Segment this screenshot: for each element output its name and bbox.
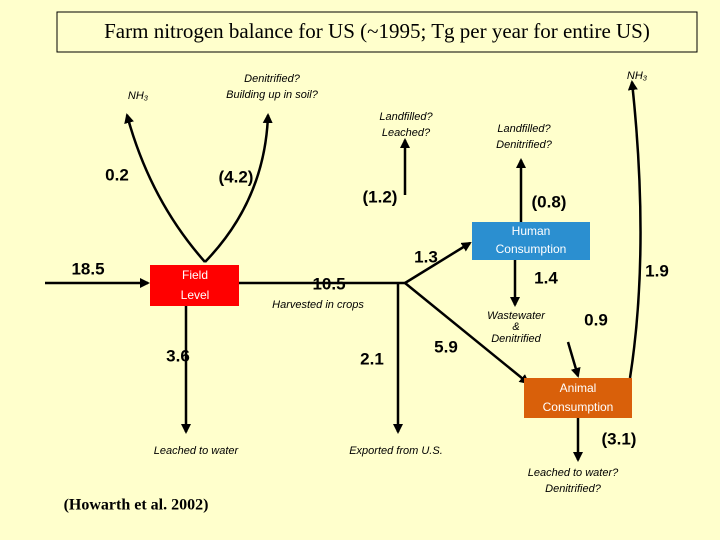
flow-value: 5.9 xyxy=(434,337,458,356)
arrow xyxy=(204,113,273,263)
label: Denitrified? xyxy=(244,73,301,85)
label: NH₃ xyxy=(128,90,149,102)
label: Wastewater xyxy=(487,310,546,322)
label: Landfilled? xyxy=(379,111,433,123)
node-label: Human xyxy=(512,224,551,238)
label: Leached to water xyxy=(154,445,240,457)
node-label: Consumption xyxy=(496,242,567,256)
node-label: Level xyxy=(181,288,210,302)
flow-value: 1.3 xyxy=(414,247,438,266)
source: (Howarth et al. 2002) xyxy=(64,497,209,514)
flow-value: (1.2) xyxy=(363,187,398,206)
arrows xyxy=(45,80,642,462)
label: Landfilled? xyxy=(497,123,551,135)
flow-value: 18.5 xyxy=(71,259,104,278)
flow-value: 1.9 xyxy=(645,261,669,280)
arrow xyxy=(124,113,206,263)
flow-value: (4.2) xyxy=(219,167,254,186)
node-label: Consumption xyxy=(543,400,614,414)
title: Farm nitrogen balance for US (~1995; Tg … xyxy=(104,19,650,43)
label: & xyxy=(512,321,519,333)
node-box xyxy=(524,378,632,418)
label: Denitrified? xyxy=(496,139,553,151)
flow-value: 0.9 xyxy=(584,310,608,329)
arrow xyxy=(566,341,581,378)
flow-value: 3.6 xyxy=(166,346,190,365)
label: Leached? xyxy=(382,127,431,139)
label: NH₃ xyxy=(627,70,648,82)
flow-value: 1.4 xyxy=(534,268,558,287)
flow-value: 0.2 xyxy=(105,165,129,184)
arrow xyxy=(404,282,530,385)
label: Leached to water? xyxy=(528,467,619,479)
flow-value: (0.8) xyxy=(532,192,567,211)
node-box xyxy=(472,222,590,260)
label: Denitrified? xyxy=(545,483,602,495)
label: Building up in soil? xyxy=(226,89,319,101)
flow-value: (3.1) xyxy=(602,429,637,448)
node-box xyxy=(150,265,239,306)
label: Harvested in crops xyxy=(272,299,364,311)
node-label: Field xyxy=(182,268,208,282)
title-box xyxy=(56,11,698,53)
node-label: Animal xyxy=(560,381,597,395)
label: Denitrified xyxy=(491,333,541,345)
arrow xyxy=(627,80,642,379)
label: Exported from U.S. xyxy=(349,445,443,457)
arrow xyxy=(404,241,472,285)
flow-value: 10.5 xyxy=(312,274,345,293)
flow-value: 2.1 xyxy=(360,349,384,368)
